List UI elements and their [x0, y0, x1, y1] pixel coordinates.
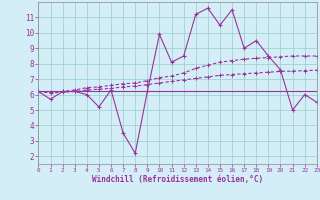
X-axis label: Windchill (Refroidissement éolien,°C): Windchill (Refroidissement éolien,°C)	[92, 175, 263, 184]
